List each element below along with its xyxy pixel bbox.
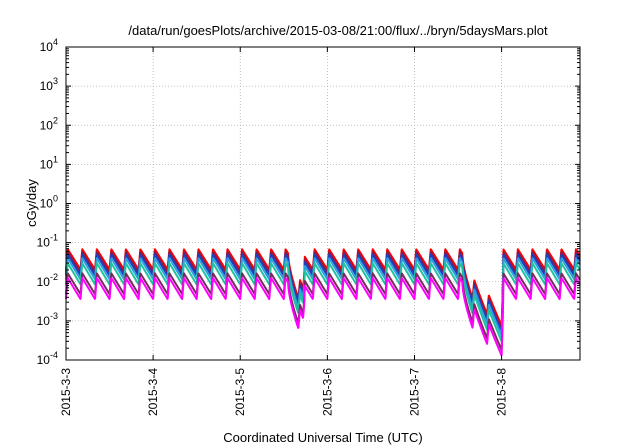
series-layer bbox=[65, 248, 581, 357]
x-tick-label: 2015-3-8 bbox=[495, 368, 509, 416]
y-tick-label: 104 bbox=[40, 37, 58, 54]
y-tick-label: 100 bbox=[40, 194, 58, 211]
grid bbox=[66, 47, 580, 360]
x-axis-label: Coordinated Universal Time (UTC) bbox=[223, 430, 422, 445]
y-axis: 10-4 10-3 10-2 10-1 100 101 102 103 104 bbox=[37, 37, 580, 367]
y-tick-label: 10-4 bbox=[37, 350, 58, 367]
series-line-7 bbox=[65, 276, 581, 357]
series-line-4 bbox=[65, 257, 581, 337]
x-tick-label: 2015-3-7 bbox=[407, 368, 421, 416]
series-line-3 bbox=[65, 253, 581, 333]
series-line-5 bbox=[65, 262, 581, 342]
y-tick-label: 103 bbox=[40, 76, 58, 93]
y-tick-label: 10-3 bbox=[37, 311, 58, 328]
x-tick-label: 2015-3-3 bbox=[59, 368, 73, 416]
y-axis-label: cGy/day bbox=[24, 179, 39, 227]
y-tick-label: 10-2 bbox=[37, 272, 58, 289]
y-tick-label: 102 bbox=[40, 115, 58, 132]
chart-title: /data/run/goesPlots/archive/2015-03-08/2… bbox=[128, 23, 548, 38]
y-tick-label: 101 bbox=[40, 154, 58, 171]
y-tick-label: 10-1 bbox=[37, 233, 58, 250]
x-tick-label: 2015-3-6 bbox=[320, 368, 334, 416]
x-tick-label: 2015-3-4 bbox=[146, 368, 160, 416]
x-axis: 2015-3-3 2015-3-4 2015-3-5 2015-3-6 2015-3-7… bbox=[59, 47, 509, 416]
series-line-1 bbox=[65, 248, 581, 327]
x-tick-label: 2015-3-5 bbox=[233, 368, 247, 416]
series-line-6 bbox=[65, 272, 581, 351]
